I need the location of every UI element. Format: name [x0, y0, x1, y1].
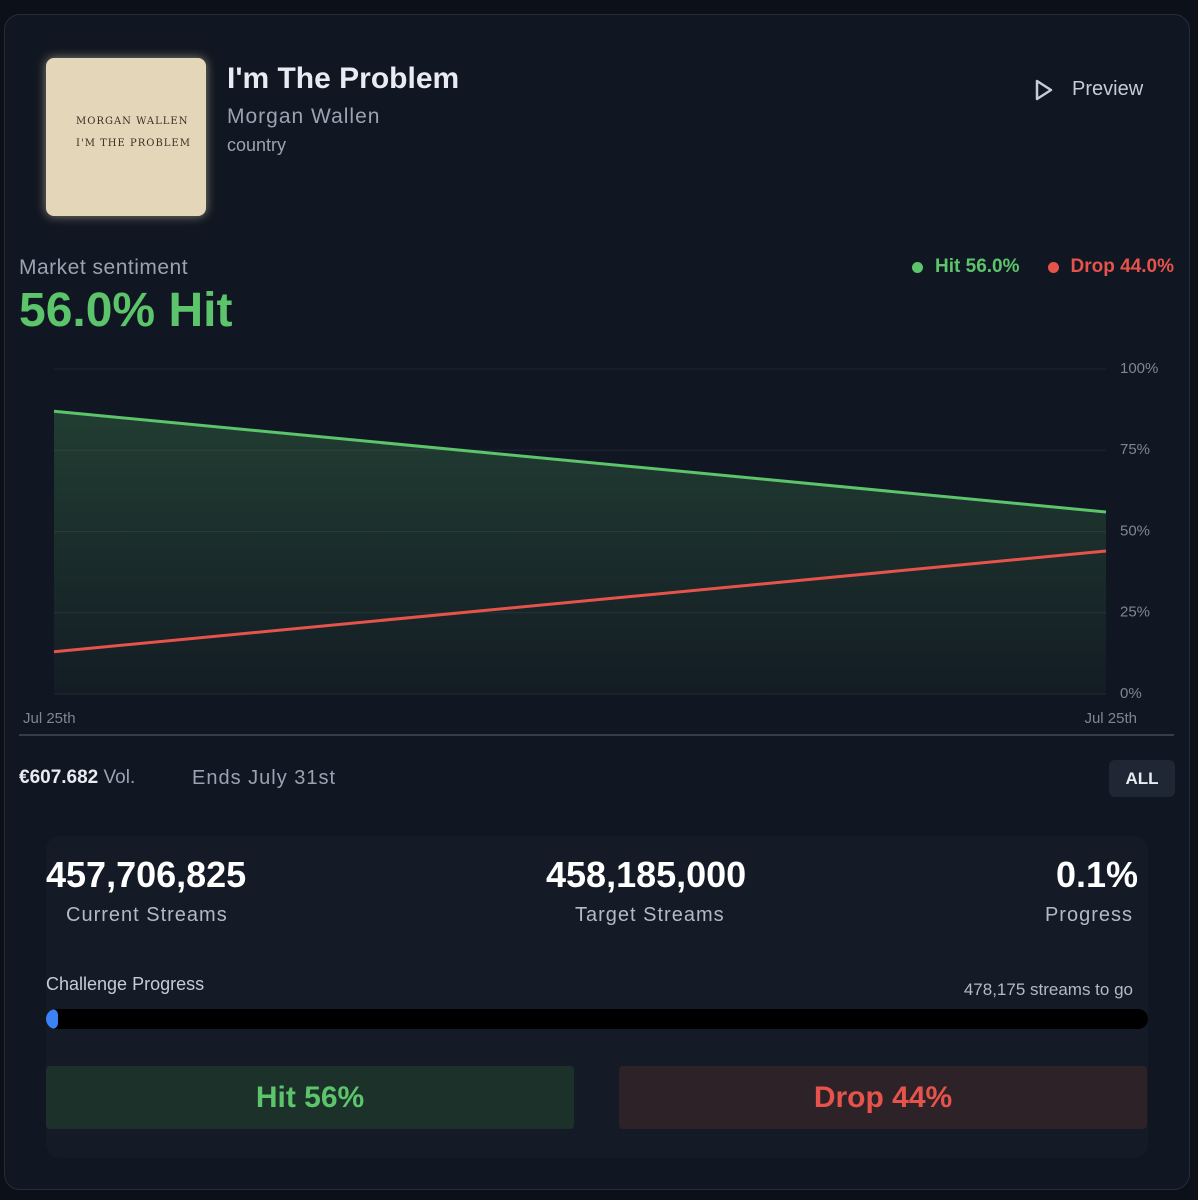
title: I'm The Problem	[227, 62, 460, 95]
progress-label: Challenge Progress	[46, 974, 205, 994]
stat-label: Progress	[1044, 904, 1133, 926]
preview-button[interactable]: Preview	[1034, 78, 1143, 101]
volume-value: €607.682	[19, 767, 99, 788]
y-tick-label: 75%	[1120, 441, 1150, 458]
art-line: MORGAN WALLEN	[76, 116, 189, 127]
stat-label: Current Streams	[66, 904, 228, 926]
x-tick-label: Jul 25th	[23, 710, 76, 727]
progress-track	[46, 1009, 1148, 1029]
stat-label: Target Streams	[575, 904, 725, 926]
y-tick-label: 0%	[1120, 685, 1142, 702]
legend-dot	[912, 261, 924, 273]
album-art: MORGAN WALLEN I'M THE PROBLEM	[46, 58, 206, 216]
genre: country	[227, 135, 287, 155]
preview-label: Preview	[1072, 78, 1144, 100]
legend: Hit 56.0% Drop 44.0%	[912, 256, 1174, 278]
legend-label: Drop 44.0%	[1070, 256, 1174, 277]
stat-value: 457,706,825	[46, 854, 247, 895]
artist: Morgan Wallen	[227, 105, 381, 128]
y-tick-label: 50%	[1120, 522, 1150, 539]
progress-remaining: 478,175 streams to go	[963, 980, 1133, 999]
chart: 0% 25% 50% 75% 100% Jul 25th Jul 25th	[19, 360, 1174, 736]
drop-button[interactable]: Drop 44%	[619, 1066, 1147, 1129]
legend-item: Drop 44.0%	[1047, 256, 1174, 278]
legend-dot	[1047, 261, 1059, 273]
hit-button[interactable]: Hit 56%	[46, 1066, 574, 1129]
line	[53, 549, 1107, 654]
sentiment-headline: 56.0% Hit	[19, 284, 233, 337]
volume: €607.682 Vol.	[19, 767, 135, 789]
y-tick-label: 100%	[1120, 360, 1158, 377]
progress-fill	[46, 1009, 58, 1029]
volume-suffix: Vol.	[103, 767, 136, 788]
sentiment-label: Market sentiment	[19, 256, 189, 279]
legend-item: Hit 56.0%	[912, 256, 1020, 278]
end-date: Ends July 31st	[192, 767, 337, 789]
filter-button[interactable]: ALL	[1109, 760, 1175, 797]
line	[53, 409, 1107, 514]
legend-label: Hit 56.0%	[935, 256, 1020, 277]
area	[54, 411, 1106, 694]
play-icon	[1035, 79, 1053, 100]
art-line: I'M THE PROBLEM	[76, 138, 191, 149]
stat-value: 0.1%	[1055, 854, 1138, 895]
y-tick-label: 25%	[1120, 604, 1150, 621]
stat-value: 458,185,000	[546, 854, 747, 895]
x-tick-label: Jul 25th	[1084, 710, 1137, 727]
